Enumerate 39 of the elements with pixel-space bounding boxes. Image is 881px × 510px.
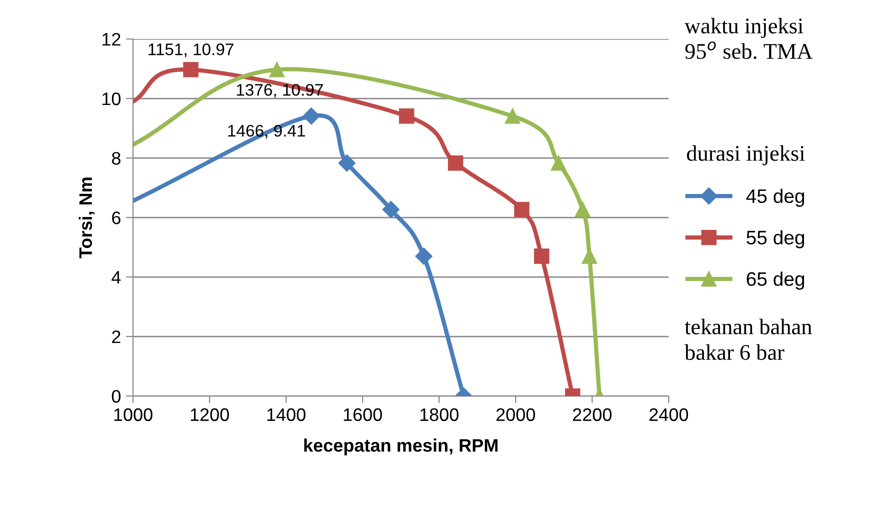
text: waktu injeksi 95$^{o}$ seb. TMA: [684, 18, 813, 60]
x-tick-label: 1800: [420, 408, 458, 422]
x-tick-label: 1600: [344, 408, 382, 422]
annotation: 1151, 10.97: [148, 43, 234, 58]
point: [448, 155, 464, 171]
y-tick-label: 6: [112, 211, 120, 224]
x-tick-label: 1400: [267, 408, 306, 422]
y-tick-label: 10: [102, 92, 121, 106]
annotation: 1466, 9.41: [228, 124, 305, 139]
point: [574, 202, 590, 218]
x-tick-label: 1200: [190, 408, 229, 422]
y-tick-label: 2: [112, 330, 120, 344]
y-tick-label: 12: [102, 32, 120, 46]
point: [415, 248, 432, 265]
legend-label: 65 deg: [746, 272, 804, 290]
y-tick-label: 4: [112, 271, 121, 284]
x-tick-label: 1000: [114, 408, 152, 422]
text: tekanan bahan bakar 6 bar: [684, 318, 812, 360]
legend-label: 55 deg: [746, 230, 804, 248]
point: [269, 62, 285, 78]
x-tick-label: 2200: [572, 408, 612, 422]
legend-label: 45 deg: [746, 188, 804, 207]
point: [514, 202, 530, 218]
x-tick-label: 2400: [650, 408, 688, 422]
point: [582, 248, 598, 264]
x-tick-label: 2000: [496, 408, 536, 422]
point: [382, 200, 400, 218]
legend-title: durasi injeksi: [686, 145, 805, 166]
point: [504, 108, 520, 124]
point: [183, 62, 198, 78]
point: [302, 108, 320, 125]
y-tick-label: 8: [112, 152, 120, 165]
y-axis-title: Torsi, Nm: [78, 178, 95, 258]
point: [398, 108, 414, 124]
point: [550, 155, 566, 171]
point: [534, 248, 550, 264]
point: [338, 154, 356, 172]
x-axis-title: kecepatan mesin, RPM: [304, 438, 498, 456]
y-tick-label: 0: [112, 390, 121, 403]
